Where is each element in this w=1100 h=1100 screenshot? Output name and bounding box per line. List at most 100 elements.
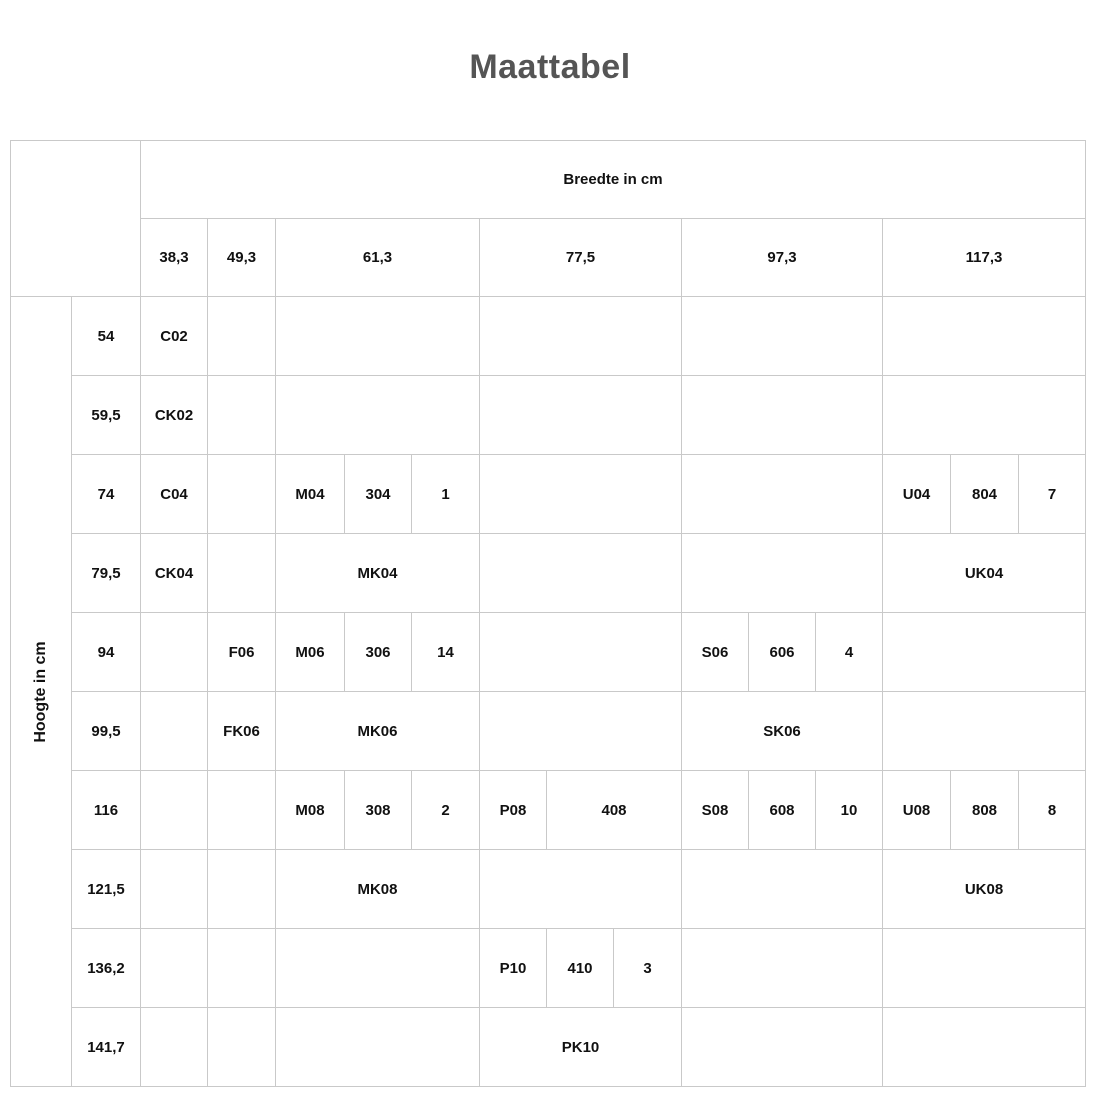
size-code-cell: MK08 (275, 849, 480, 929)
empty-cell (681, 849, 883, 929)
width-header-97-3: 97,3 (681, 218, 883, 297)
empty-cell (207, 454, 276, 534)
empty-cell (681, 296, 883, 376)
empty-cell (479, 375, 682, 455)
size-code-cell: M04 (275, 454, 345, 534)
size-code-cell: MK06 (275, 691, 480, 771)
table-row: 59,5 CK02 (11, 375, 1086, 455)
empty-cell (681, 533, 883, 613)
empty-cell (140, 770, 208, 850)
page-title: Maattabel (469, 48, 631, 86)
size-code-cell: 14 (411, 612, 480, 692)
height-label: 116 (71, 770, 141, 850)
width-header-61-3: 61,3 (275, 218, 480, 297)
empty-cell (207, 533, 276, 613)
empty-cell (882, 375, 1086, 455)
size-code-cell: 410 (546, 928, 614, 1008)
empty-cell (479, 454, 682, 534)
size-code-cell: UK04 (882, 533, 1086, 613)
width-header-117-3: 117,3 (882, 218, 1086, 297)
size-code-cell: 808 (950, 770, 1019, 850)
empty-cell (479, 296, 682, 376)
table-row: 141,7 PK10 (11, 1007, 1086, 1087)
width-header-77-5: 77,5 (479, 218, 682, 297)
width-header-38-3: 38,3 (140, 218, 208, 297)
height-label: 94 (71, 612, 141, 692)
size-code-cell: 304 (344, 454, 412, 534)
corner-spacer (10, 140, 141, 297)
height-label: 54 (71, 296, 141, 376)
size-table: Breedte in cm 38,3 49,3 61,3 77,5 97,3 1… (10, 140, 1086, 1087)
empty-cell (207, 770, 276, 850)
size-code-cell: MK04 (275, 533, 480, 613)
size-code-cell: C02 (140, 296, 208, 376)
empty-cell (479, 691, 682, 771)
empty-cell (882, 612, 1086, 692)
height-label: 141,7 (71, 1007, 141, 1087)
empty-cell (275, 1007, 480, 1087)
size-code-cell: CK02 (140, 375, 208, 455)
table-row: 74 C04 M04 304 1 U04 804 7 (11, 454, 1086, 534)
size-code-cell: M06 (275, 612, 345, 692)
size-code-cell: 308 (344, 770, 412, 850)
height-label: 74 (71, 454, 141, 534)
empty-cell (275, 375, 480, 455)
size-code-cell: 608 (748, 770, 816, 850)
size-code-cell: 1 (411, 454, 480, 534)
empty-cell (882, 691, 1086, 771)
empty-cell (681, 928, 883, 1008)
size-code-cell: F06 (207, 612, 276, 692)
table-row: Hoogte in cm 54 C02 (10, 296, 1086, 1087)
size-code-cell: 10 (815, 770, 883, 850)
height-label: 59,5 (71, 375, 141, 455)
empty-cell (207, 928, 276, 1008)
empty-cell (681, 375, 883, 455)
height-label: 99,5 (71, 691, 141, 771)
size-code-cell: S06 (681, 612, 749, 692)
size-code-cell: U08 (882, 770, 951, 850)
width-group-header: Breedte in cm (140, 140, 1086, 219)
empty-cell (479, 533, 682, 613)
size-code-cell: SK06 (681, 691, 883, 771)
empty-cell (681, 454, 883, 534)
empty-cell (275, 928, 480, 1008)
size-code-cell: 408 (546, 770, 682, 850)
empty-cell (207, 375, 276, 455)
empty-cell (479, 849, 682, 929)
size-code-cell: PK10 (479, 1007, 682, 1087)
size-code-cell: 306 (344, 612, 412, 692)
empty-cell (479, 612, 682, 692)
size-code-cell: 3 (613, 928, 682, 1008)
height-group-header-label: Hoogte in cm (32, 640, 49, 743)
table-row: Breedte in cm (10, 140, 1086, 297)
size-code-cell: 8 (1018, 770, 1086, 850)
size-code-cell: 2 (411, 770, 480, 850)
table-row: 121,5 MK08 UK08 (11, 849, 1086, 929)
table-row: 136,2 P10 410 3 (11, 928, 1086, 1008)
size-code-cell: S08 (681, 770, 749, 850)
table-row: 99,5 FK06 MK06 SK06 (11, 691, 1086, 771)
height-label: 121,5 (71, 849, 141, 929)
size-code-cell: 7 (1018, 454, 1086, 534)
empty-cell (207, 849, 276, 929)
empty-cell (140, 849, 208, 929)
empty-cell (882, 1007, 1086, 1087)
empty-cell (275, 296, 480, 376)
table-row: 94 F06 M06 306 14 S06 606 4 (11, 612, 1086, 692)
empty-cell (140, 691, 208, 771)
empty-cell (681, 1007, 883, 1087)
size-code-cell: P08 (479, 770, 547, 850)
size-code-cell: P10 (479, 928, 547, 1008)
size-code-cell: C04 (140, 454, 208, 534)
table-row: 79,5 CK04 MK04 UK04 (11, 533, 1086, 613)
empty-cell (140, 612, 208, 692)
table-row: 116 M08 308 2 P08 408 S08 608 10 U08 808… (11, 770, 1086, 850)
size-code-cell: UK08 (882, 849, 1086, 929)
size-code-cell: FK06 (207, 691, 276, 771)
size-code-cell: 804 (950, 454, 1019, 534)
size-table-container: Breedte in cm 38,3 49,3 61,3 77,5 97,3 1… (10, 140, 1086, 1087)
size-code-cell: U04 (882, 454, 951, 534)
size-code-cell: 4 (815, 612, 883, 692)
empty-cell (207, 296, 276, 376)
width-header-49-3: 49,3 (207, 218, 276, 297)
